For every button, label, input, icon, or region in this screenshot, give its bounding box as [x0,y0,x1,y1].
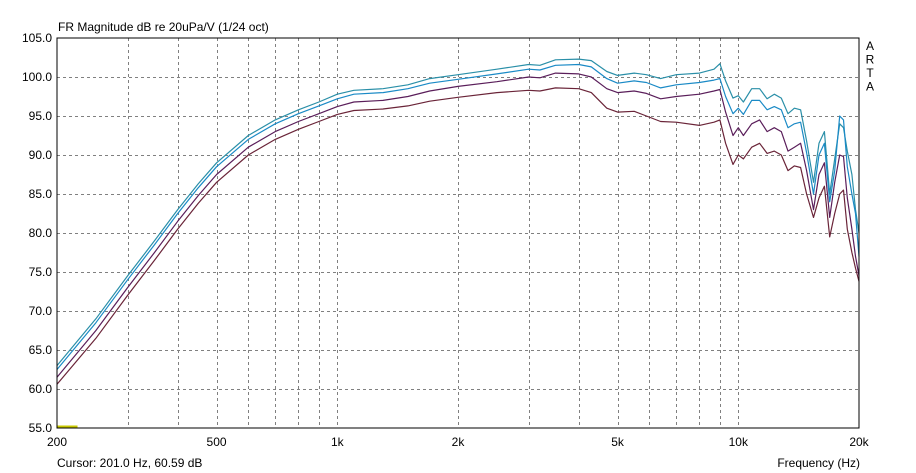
x-tick-label: 500 [207,435,227,449]
x-tick-label: 2k [452,435,466,449]
response-curve-2 [56,63,860,370]
side-label-letter: R [866,53,875,67]
side-label-letter: A [866,39,874,53]
y-tick-label: 60.0 [29,382,53,396]
y-tick-label: 65.0 [29,343,53,357]
x-axis-tick-labels: 200 500 1k 2k 5k 10k 20k [47,435,870,449]
y-tick-label: 70.0 [29,304,53,318]
x-tick-label: 200 [47,435,67,449]
x-tick-label: 20k [849,435,869,449]
grid-lines [57,38,859,428]
y-tick-label: 105.0 [22,31,52,45]
y-axis-tick-labels: 55.0 60.0 65.0 70.0 75.0 80.0 85.0 90.0 95.0 100.… [22,31,52,435]
chart-title: FR Magnitude dB re 20uPa/V (1/24 oct) [58,20,269,34]
response-curves [56,58,860,385]
x-tick-label: 10k [729,435,749,449]
response-curve-4 [56,87,860,385]
side-label-letter: T [866,66,874,80]
y-tick-label: 100.0 [22,70,52,84]
y-tick-label: 85.0 [29,187,53,201]
y-tick-label: 95.0 [29,109,53,123]
response-curve-1 [56,58,860,366]
x-tick-label: 1k [331,435,345,449]
cursor-readout: Cursor: 201.0 Hz, 60.59 dB [57,456,202,470]
x-axis-label: Frequency (Hz) [777,456,860,470]
y-tick-label: 55.0 [29,421,53,435]
y-tick-label: 80.0 [29,226,53,240]
x-tick-label: 5k [611,435,625,449]
response-curve-3 [56,72,860,378]
side-label-letter: A [866,80,874,94]
plot-frame [56,37,860,429]
y-tick-label: 75.0 [29,265,53,279]
y-tick-label: 90.0 [29,148,53,162]
